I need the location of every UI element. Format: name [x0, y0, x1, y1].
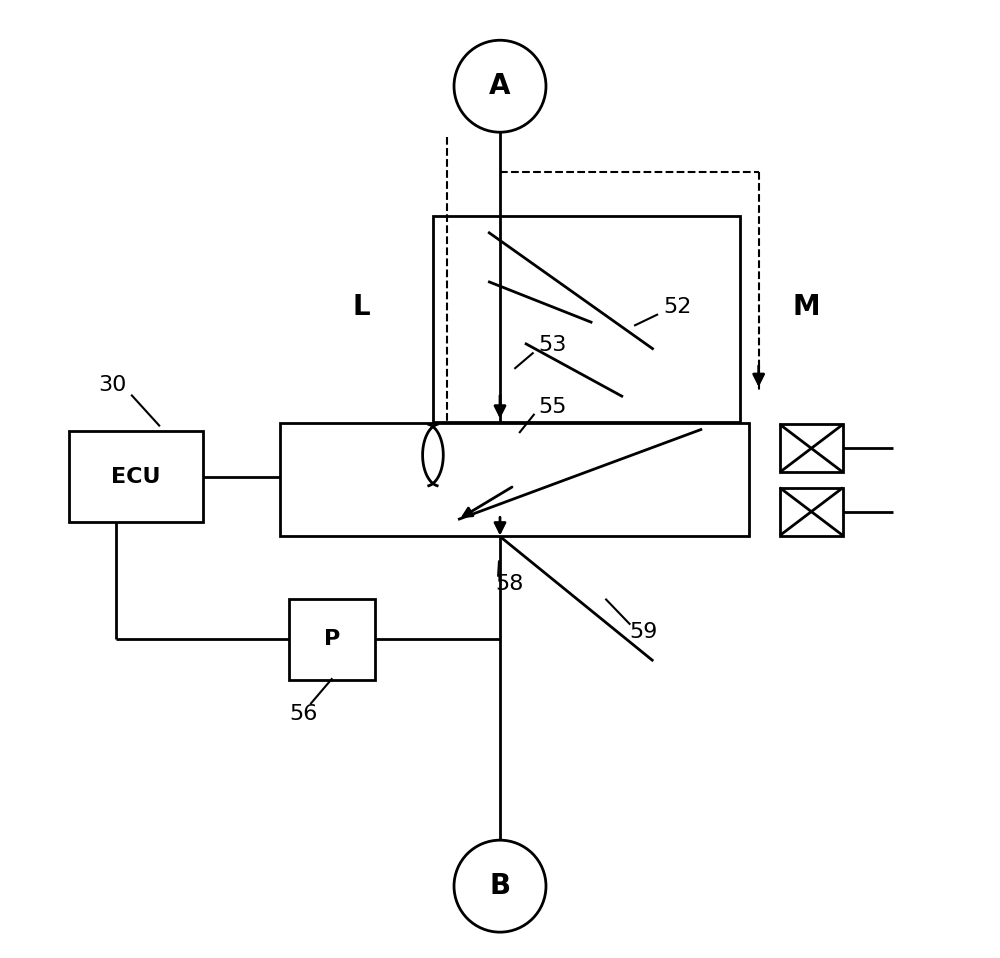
Bar: [69, 431, 203, 522]
Text: B: B: [489, 872, 511, 901]
Bar: [280, 423, 749, 536]
Text: 30: 30: [98, 376, 126, 395]
Text: P: P: [324, 629, 340, 650]
Bar: [780, 488, 843, 536]
Text: 52: 52: [663, 297, 691, 316]
Bar: [289, 599, 375, 680]
Text: ECU: ECU: [111, 467, 161, 487]
Text: 56: 56: [289, 704, 318, 723]
Text: 59: 59: [630, 623, 658, 642]
Bar: [433, 216, 740, 422]
Text: 55: 55: [538, 398, 567, 417]
Text: 53: 53: [539, 335, 567, 354]
Text: L: L: [352, 292, 370, 321]
Text: A: A: [489, 72, 511, 101]
Text: M: M: [793, 292, 820, 321]
Bar: [780, 424, 843, 472]
Text: 58: 58: [495, 575, 524, 594]
